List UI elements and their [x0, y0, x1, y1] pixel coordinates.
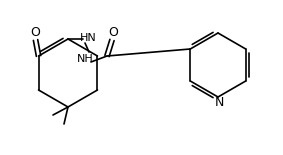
Text: O: O	[108, 27, 118, 40]
Text: N: N	[214, 97, 224, 109]
Text: NH: NH	[77, 54, 93, 64]
Text: O: O	[31, 27, 40, 40]
Text: HN: HN	[80, 33, 97, 43]
